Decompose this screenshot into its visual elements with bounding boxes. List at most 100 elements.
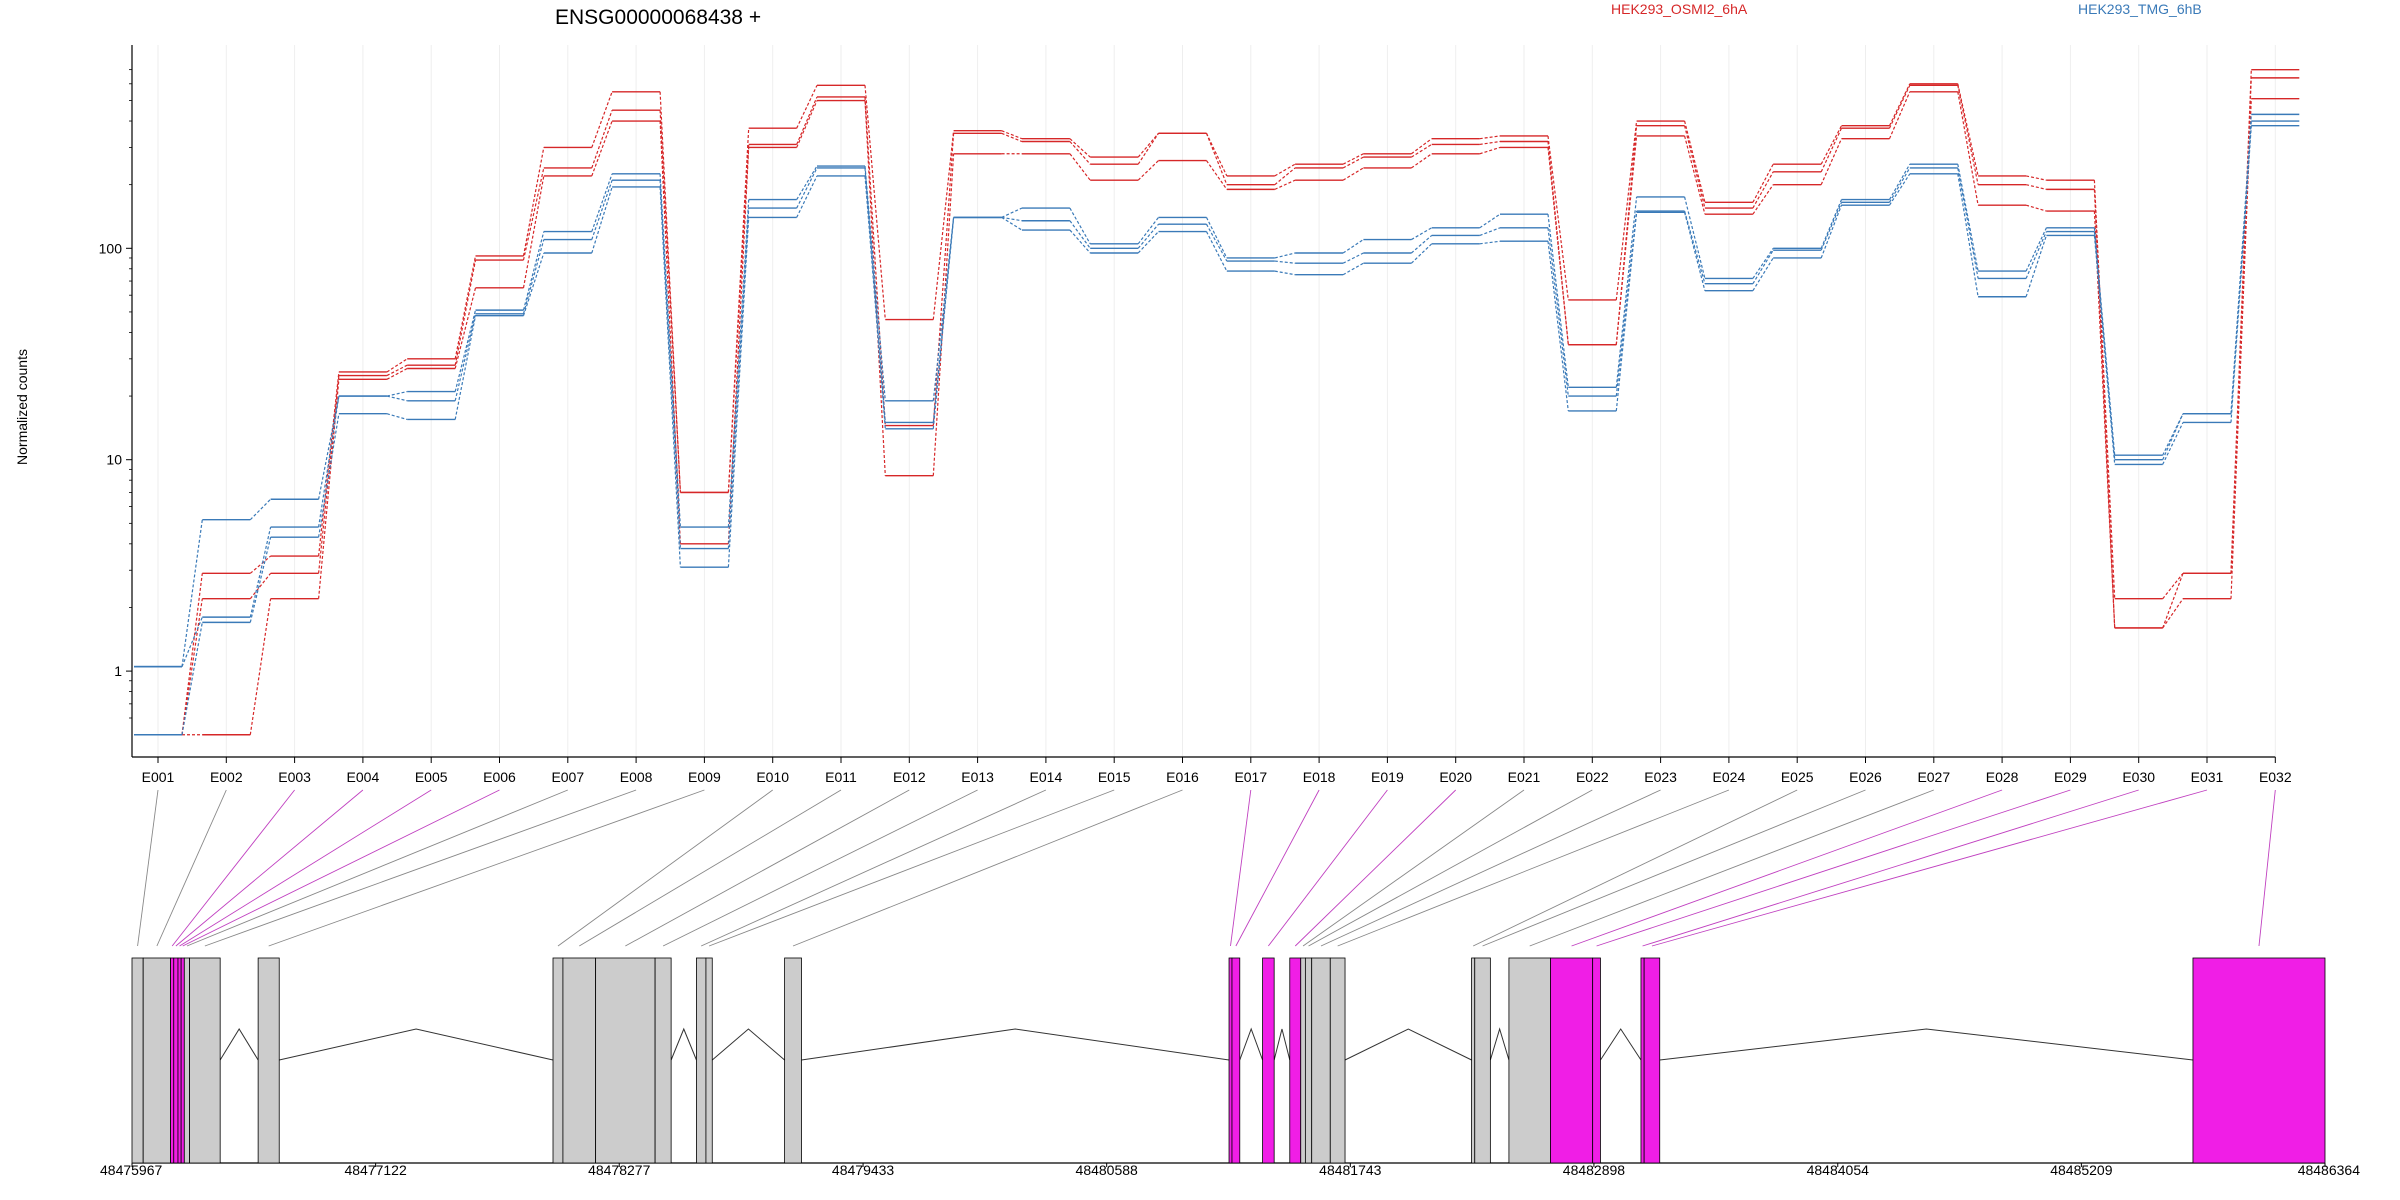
exon-e005 [177, 957, 182, 1164]
series-3-connector [2093, 211, 2116, 628]
series-2-connector [1888, 85, 1911, 129]
series-1-connector [1752, 163, 1774, 203]
legend-label-osmi2: HEK293_OSMI2_6hA [1611, 1, 1748, 17]
intron-line [1659, 1028, 2194, 1061]
intron-line [670, 1027, 697, 1061]
series-1-connector [318, 371, 340, 557]
series-4-connector [1274, 252, 1296, 259]
exon-e013 [654, 957, 672, 1164]
series-6-connector [864, 175, 886, 429]
series-2-connector [386, 364, 408, 377]
genomic-tick-label: 48478277 [588, 1162, 651, 1178]
series-5-connector [522, 239, 545, 314]
x-tick-label-e011: E011 [825, 769, 857, 785]
series-1-connector [2025, 175, 2047, 181]
series-5-connector [659, 180, 681, 549]
series-1-connector [1615, 120, 1638, 300]
exon-e018 [1231, 957, 1241, 1164]
series-2-connector [932, 133, 955, 426]
series-3-connector [454, 287, 477, 369]
series-2-connector [1752, 171, 1774, 209]
x-tick-label-e012: E012 [893, 769, 926, 785]
x-tick-label-e005: E005 [415, 769, 448, 785]
exon-e006 [180, 957, 185, 1164]
connector-e001 [137, 789, 159, 947]
x-tick-label-e025: E025 [1781, 769, 1814, 785]
intron-line [219, 1028, 259, 1061]
series-5-connector [386, 395, 408, 402]
series-2-connector [181, 598, 203, 735]
connector-e006 [182, 789, 500, 947]
x-tick-label-e001: E001 [142, 769, 175, 785]
series-4-connector [1411, 227, 1433, 241]
exon-e026 [1474, 957, 1491, 1164]
x-tick-label-e029: E029 [2054, 769, 2087, 785]
series-3-connector [1137, 160, 1159, 181]
exon-e029 [1592, 957, 1601, 1164]
series-1-connector [181, 573, 203, 735]
connector-e025 [1472, 789, 1798, 947]
series-6-connector [1410, 243, 1433, 264]
exon-e007 [183, 957, 190, 1164]
series-1-connector [864, 85, 886, 320]
series-6-connector [1684, 212, 1706, 291]
connector-e017 [1230, 789, 1252, 947]
exon-e009 [257, 957, 280, 1164]
series-2-connector [1069, 141, 1091, 165]
y-tick-label-10: 10 [106, 452, 122, 468]
series-2-connector [318, 375, 340, 574]
connector-e019 [1268, 789, 1388, 947]
exon-e012 [595, 957, 656, 1164]
connector-e023 [1320, 789, 1661, 947]
genomic-tick-label: 48477122 [344, 1162, 407, 1178]
exon-e015 [705, 957, 713, 1164]
series-3-connector [2025, 204, 2047, 212]
series-3-connector [932, 153, 955, 476]
series-4-connector [1684, 196, 1706, 279]
series-6-connector [318, 413, 340, 538]
series-6-connector [1274, 270, 1296, 276]
series-2-connector [1411, 143, 1433, 158]
series-4-connector [1205, 217, 1228, 259]
series-1-connector [1411, 138, 1433, 155]
x-tick-label-e026: E026 [1849, 769, 1882, 785]
series-2-connector [2230, 77, 2252, 574]
series-6-connector [932, 217, 955, 429]
series-6-connector [1615, 212, 1638, 412]
series-5-connector [591, 179, 613, 240]
x-tick-label-e003: E003 [278, 769, 311, 785]
x-tick-label-e019: E019 [1371, 769, 1404, 785]
series-6-connector [727, 217, 750, 568]
exon-e031 [1643, 957, 1661, 1164]
series-6-connector [2093, 235, 2116, 465]
series-2-connector [2025, 184, 2047, 190]
series-1-connector [2093, 180, 2116, 599]
series-2-connector [249, 572, 272, 600]
series-4-connector [932, 217, 955, 401]
connector-e026 [1482, 789, 1866, 947]
series-6-connector [1342, 262, 1364, 276]
genomic-tick-label: 48486364 [2298, 1162, 2361, 1178]
series-3-connector [1069, 153, 1091, 181]
series-2-connector [1684, 125, 1706, 209]
series-4-connector [1752, 247, 1774, 279]
x-tick-label-e004: E004 [347, 769, 380, 785]
intron-line [1489, 1027, 1510, 1061]
exon-e028 [1550, 957, 1594, 1164]
series-3-connector [1274, 179, 1296, 190]
exon-e008 [189, 957, 221, 1164]
x-tick-label-e020: E020 [1439, 769, 1472, 785]
series-4-connector [1957, 164, 1979, 272]
series-5-connector [1820, 202, 1843, 251]
series-3-connector [386, 367, 408, 380]
series-6-connector [386, 413, 408, 421]
exon-e016 [784, 957, 802, 1164]
series-3-connector [1752, 184, 1774, 215]
series-4-connector [318, 395, 340, 500]
series-6-connector [1137, 231, 1159, 254]
series-5-connector [1411, 235, 1433, 254]
series-4-connector [454, 309, 477, 392]
series-3-connector [249, 598, 272, 735]
connector-e022 [1308, 789, 1593, 947]
